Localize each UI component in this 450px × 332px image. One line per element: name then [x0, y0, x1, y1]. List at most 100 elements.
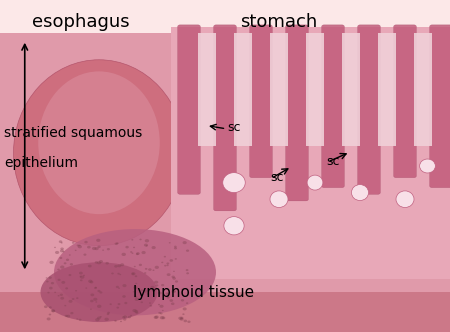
Circle shape — [170, 259, 173, 262]
FancyBboxPatch shape — [286, 25, 308, 201]
Text: sc: sc — [326, 154, 340, 168]
Circle shape — [181, 289, 184, 290]
Circle shape — [102, 249, 104, 251]
Circle shape — [171, 290, 176, 293]
Circle shape — [68, 300, 72, 303]
Ellipse shape — [419, 159, 436, 173]
Circle shape — [47, 317, 51, 320]
Circle shape — [173, 290, 176, 292]
Circle shape — [171, 302, 175, 305]
Circle shape — [122, 284, 126, 287]
Circle shape — [46, 281, 49, 283]
Circle shape — [147, 293, 149, 295]
FancyBboxPatch shape — [198, 33, 216, 146]
FancyBboxPatch shape — [0, 33, 450, 332]
Circle shape — [175, 280, 178, 283]
Circle shape — [88, 280, 92, 283]
Circle shape — [167, 293, 170, 294]
FancyBboxPatch shape — [214, 25, 236, 211]
Circle shape — [57, 269, 60, 271]
Circle shape — [120, 321, 122, 322]
Circle shape — [76, 297, 78, 299]
Circle shape — [75, 250, 76, 251]
Circle shape — [130, 251, 132, 253]
FancyBboxPatch shape — [306, 33, 324, 146]
Circle shape — [49, 314, 51, 315]
Circle shape — [154, 315, 159, 319]
Circle shape — [169, 242, 171, 243]
Text: stratified squamous: stratified squamous — [4, 126, 143, 140]
Circle shape — [64, 262, 67, 264]
Circle shape — [45, 277, 48, 279]
Circle shape — [61, 242, 63, 244]
Circle shape — [84, 241, 88, 243]
Circle shape — [117, 303, 121, 305]
Circle shape — [149, 302, 151, 304]
Circle shape — [123, 315, 127, 318]
Circle shape — [153, 270, 154, 271]
Ellipse shape — [223, 173, 245, 193]
Circle shape — [97, 305, 101, 308]
Circle shape — [65, 315, 68, 317]
Circle shape — [131, 239, 133, 241]
Circle shape — [97, 261, 101, 264]
Circle shape — [183, 307, 187, 310]
Circle shape — [119, 274, 121, 275]
FancyBboxPatch shape — [430, 25, 450, 188]
Circle shape — [122, 295, 126, 298]
Circle shape — [93, 298, 97, 301]
Circle shape — [182, 313, 184, 315]
Circle shape — [143, 290, 148, 293]
Circle shape — [170, 299, 173, 302]
Circle shape — [80, 276, 85, 279]
Circle shape — [130, 315, 132, 316]
Circle shape — [44, 305, 48, 308]
Circle shape — [88, 265, 92, 267]
Circle shape — [99, 260, 103, 263]
Circle shape — [97, 246, 101, 248]
Circle shape — [61, 281, 65, 284]
Circle shape — [144, 272, 146, 274]
FancyBboxPatch shape — [342, 33, 360, 146]
Circle shape — [49, 306, 52, 308]
Circle shape — [51, 282, 54, 284]
Circle shape — [140, 289, 143, 291]
Circle shape — [134, 310, 138, 313]
Circle shape — [180, 318, 184, 321]
Circle shape — [107, 313, 109, 315]
Circle shape — [114, 265, 118, 268]
Circle shape — [166, 296, 170, 298]
Circle shape — [94, 247, 99, 250]
Circle shape — [186, 249, 189, 252]
Text: sc: sc — [227, 121, 241, 134]
Circle shape — [174, 247, 177, 249]
Ellipse shape — [351, 185, 369, 201]
Circle shape — [78, 245, 82, 248]
Circle shape — [166, 265, 169, 266]
Circle shape — [166, 292, 169, 295]
Circle shape — [136, 253, 139, 255]
Circle shape — [149, 305, 152, 307]
Circle shape — [131, 252, 134, 254]
Circle shape — [72, 242, 75, 244]
Circle shape — [178, 317, 183, 320]
Circle shape — [107, 248, 110, 250]
Circle shape — [135, 298, 139, 301]
Circle shape — [150, 286, 155, 289]
Circle shape — [60, 266, 64, 269]
Circle shape — [172, 277, 176, 280]
Circle shape — [99, 316, 102, 318]
Circle shape — [94, 287, 97, 289]
Circle shape — [140, 239, 142, 240]
Circle shape — [96, 239, 100, 242]
FancyBboxPatch shape — [178, 25, 200, 194]
Circle shape — [133, 286, 138, 289]
Circle shape — [144, 244, 148, 247]
Circle shape — [117, 307, 119, 309]
Circle shape — [111, 273, 114, 275]
Text: stomach: stomach — [240, 13, 318, 31]
FancyBboxPatch shape — [171, 27, 450, 279]
Circle shape — [109, 303, 112, 305]
Circle shape — [173, 271, 175, 272]
FancyBboxPatch shape — [394, 25, 416, 178]
